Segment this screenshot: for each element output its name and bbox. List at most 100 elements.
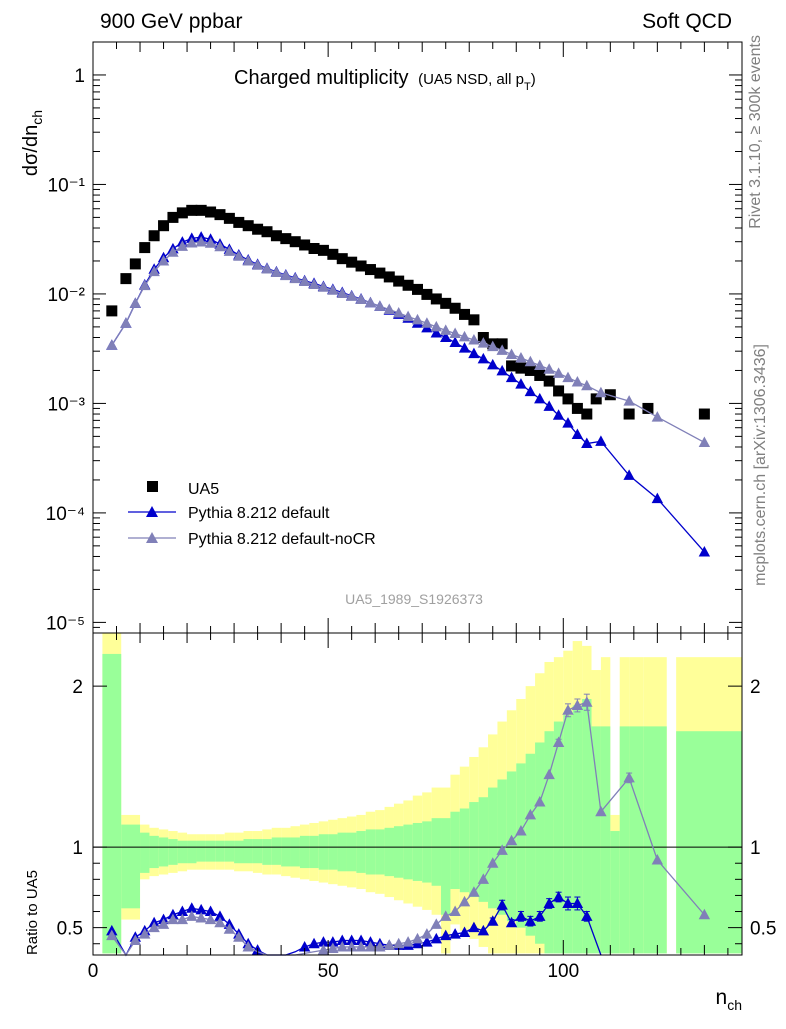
ratio-series-1 (106, 693, 711, 957)
legend-marker-ua5 (147, 481, 158, 492)
ratio-point-1-52 (623, 771, 635, 783)
band-green-1 (121, 824, 141, 909)
main-point-0-19 (289, 236, 301, 248)
ratio-point-1-9 (195, 911, 207, 923)
main-point-1-38 (468, 347, 480, 359)
ratio-point-1-36 (449, 905, 461, 917)
main-point-0-49 (571, 402, 583, 414)
main-point-2-50 (581, 379, 593, 391)
band-green-14 (252, 839, 263, 864)
main-point-2-45 (534, 359, 546, 370)
ratio-point-0-38 (468, 921, 480, 933)
legend-label-nocr: Pythia 8.212 default-noCR (188, 531, 376, 548)
ratio-point-0-37 (458, 926, 471, 937)
main-point-2-43 (515, 351, 527, 363)
main-point-0-35 (440, 297, 452, 309)
main-point-0-15 (252, 223, 264, 235)
main-ytick-label-0: 10⁻⁵ (46, 613, 85, 634)
main-point-2-17 (270, 266, 283, 277)
ratio-point-1-38 (468, 886, 480, 897)
band-green-17 (281, 837, 291, 867)
main-point-2-30 (392, 306, 405, 318)
main-point-2-27 (364, 296, 377, 308)
x-axis-label: nch (716, 986, 742, 1013)
main-point-0-29 (383, 271, 395, 283)
ratio-point-1-14 (242, 940, 254, 952)
ratio-point-1-51 (595, 805, 607, 817)
ratio-point-1-34 (430, 918, 443, 929)
main-point-0-50 (581, 408, 593, 420)
ratio-point-0-24 (336, 934, 348, 946)
main-series (106, 204, 711, 557)
main-ytick-label-3: 10⁻² (48, 285, 86, 306)
legend-label-ua5: UA5 (188, 481, 219, 498)
main-point-1-40 (487, 358, 499, 370)
band-green-53 (619, 726, 630, 954)
main-point-2-8 (186, 236, 198, 248)
main-ytick-label-2: 10⁻³ (48, 394, 86, 415)
band-green-33 (431, 818, 442, 886)
main-ytick-label-5: 1 (74, 66, 85, 87)
main-point-2-10 (204, 237, 217, 248)
ratio-point-1-25 (345, 940, 358, 952)
band-green-31 (412, 822, 423, 881)
main-point-0-41 (496, 338, 508, 350)
main-point-1-35 (440, 331, 452, 342)
ratio-point-0-11 (214, 910, 226, 921)
ratio-point-0-20 (298, 940, 311, 952)
main-point-2-48 (562, 371, 574, 383)
side-label-rivet: Rivet 3.1.10, ≥ 300k events (747, 35, 764, 229)
main-point-0-28 (374, 267, 386, 279)
main-point-1-45 (534, 392, 546, 404)
ratio-point-1-13 (233, 931, 245, 942)
main-point-0-38 (468, 314, 480, 326)
band-green-45 (544, 731, 554, 954)
ratio-point-1-27 (364, 940, 377, 952)
ratio-point-1-32 (411, 932, 424, 944)
chart-title-main: Charged multiplicity (234, 67, 409, 89)
band-green-3 (149, 835, 159, 869)
ratio-point-1-54 (698, 908, 711, 920)
main-point-2-21 (308, 278, 320, 289)
main-point-1-39 (477, 352, 490, 364)
main-point-0-1 (120, 273, 132, 285)
main-point-2-22 (317, 281, 330, 292)
main-point-1-41 (496, 364, 508, 376)
ratio-ytick-label-left-1: 1 (72, 838, 83, 859)
legend-marker-default (146, 506, 158, 517)
main-point-2-15 (251, 259, 264, 270)
ratio-point-1-26 (355, 940, 367, 952)
ratio-bands (102, 633, 742, 954)
main-point-0-3 (139, 242, 151, 254)
ratio-ytick-label-left-0: 0.5 (57, 919, 83, 940)
main-point-0-30 (393, 275, 405, 287)
ratio-point-1-35 (440, 910, 452, 921)
ratio-point-1-31 (402, 936, 414, 947)
ratio-point-0-50 (581, 910, 593, 921)
band-green-2 (140, 832, 150, 873)
main-point-2-41 (496, 344, 508, 355)
main-point-1-48 (562, 417, 574, 428)
main-point-2-3 (139, 279, 151, 291)
band-green-34 (441, 818, 451, 915)
ratio-point-1-49 (571, 699, 584, 710)
main-point-0-20 (299, 239, 311, 251)
ratio-point-0-21 (308, 937, 320, 949)
band-green-47 (563, 715, 573, 954)
band-green-48 (572, 705, 583, 954)
ratio-point-1-37 (458, 895, 471, 907)
ratio-point-0-34 (430, 932, 443, 944)
main-point-0-24 (336, 253, 348, 265)
ratio-point-0-26 (355, 934, 367, 946)
main-point-2-19 (289, 272, 301, 284)
main-point-0-7 (176, 207, 188, 219)
ratio-point-1-22 (317, 944, 330, 955)
band-green-39 (488, 787, 498, 909)
band-green-19 (299, 835, 310, 869)
main-point-2-14 (242, 254, 254, 266)
ratio-series (106, 693, 711, 957)
main-point-1-37 (458, 342, 471, 353)
main-y-axis-label: dσ/dnch (20, 110, 45, 176)
main-ytick-label-4: 10⁻¹ (48, 175, 86, 196)
ratio-point-0-39 (477, 924, 490, 936)
